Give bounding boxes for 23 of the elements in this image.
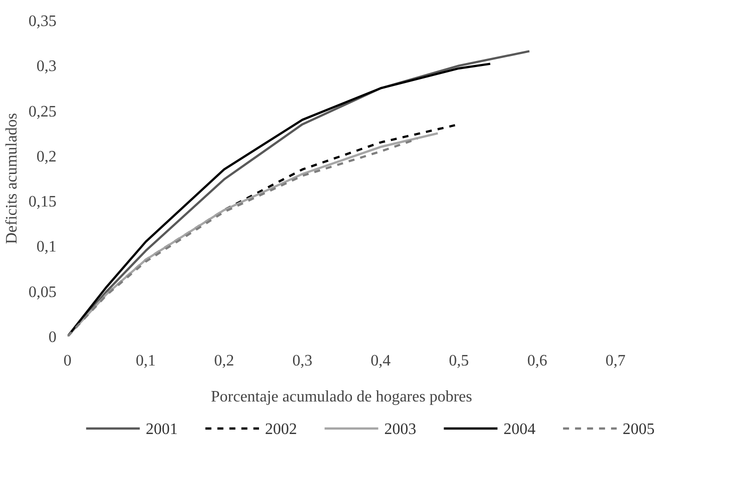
y-tick-label: 0 [48, 329, 56, 346]
x-tick-label: 0,5 [448, 352, 469, 370]
x-tick-label: 0,2 [214, 352, 234, 370]
x-tick-label: 0,1 [136, 352, 156, 370]
legend-label: 2002 [264, 421, 297, 438]
y-tick-label: 0,35 [28, 13, 56, 30]
y-tick-label: 0,25 [28, 103, 56, 120]
legend-label: 2005 [622, 421, 655, 438]
legend-label: 2003 [384, 421, 416, 438]
y-tick-label: 0,2 [36, 148, 56, 166]
y-axis-title: Deficits acumulados [4, 112, 20, 244]
y-tick-label: 0,05 [28, 284, 56, 301]
y-tick-label: 0,1 [36, 238, 56, 256]
y-tick-label: 0,15 [28, 194, 56, 211]
x-tick-label: 0,7 [606, 352, 626, 370]
x-tick-label: 0,3 [292, 352, 312, 370]
legend-label: 2004 [503, 421, 536, 438]
y-tick-label: 0,3 [36, 58, 56, 76]
x-tick-label: 0,4 [370, 352, 391, 370]
x-axis-title: Porcentaje acumulado de hogares pobres [210, 388, 472, 406]
legend-label: 2001 [146, 421, 178, 438]
x-tick-label: 0,6 [527, 352, 548, 370]
x-tick-label: 0 [64, 352, 72, 370]
